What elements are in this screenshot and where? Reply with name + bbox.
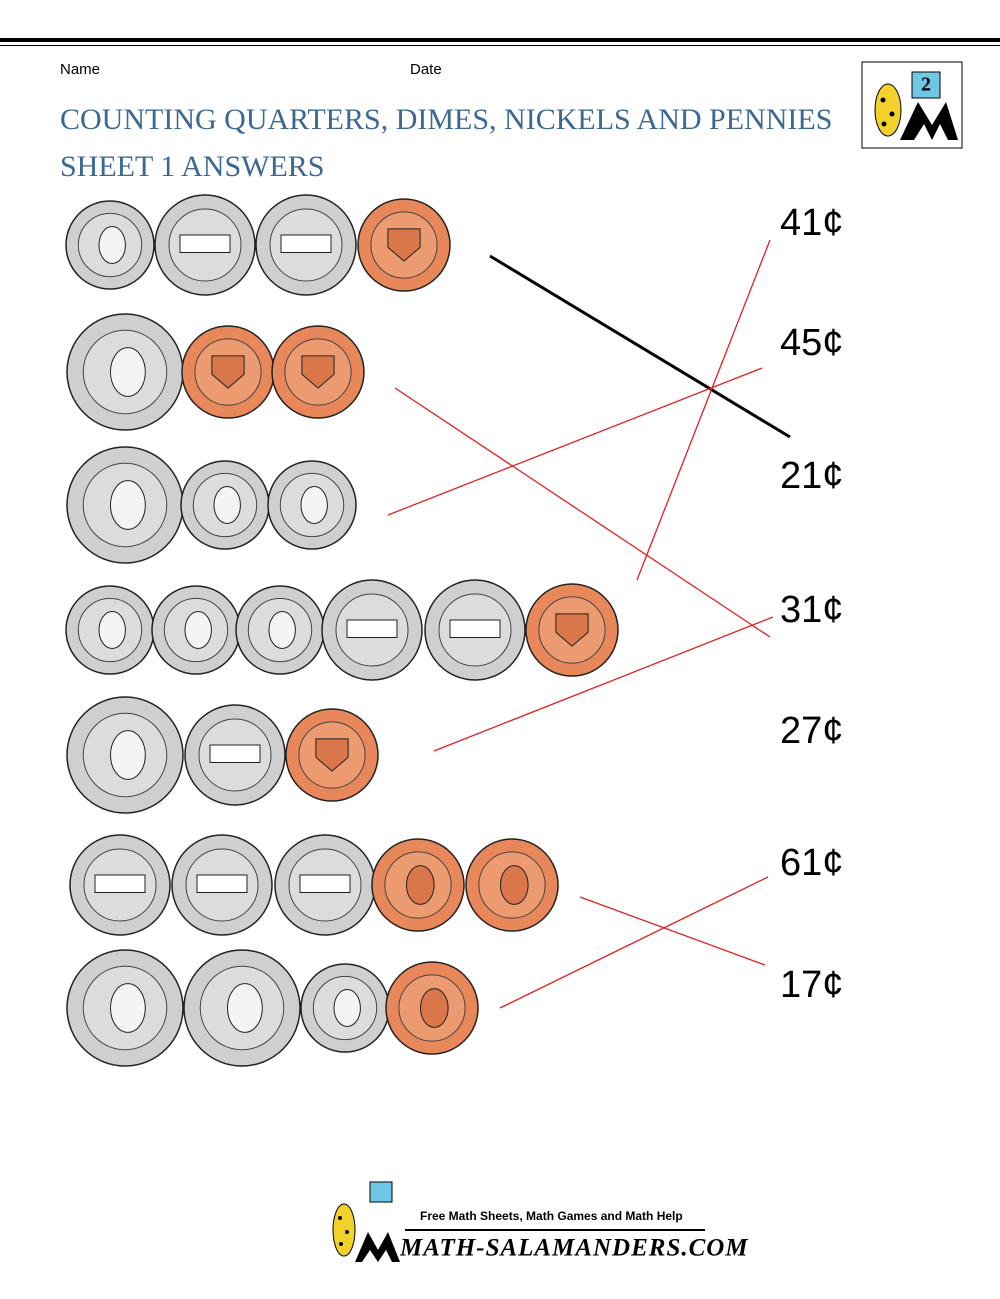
coin [171, 834, 273, 936]
coin [300, 963, 390, 1053]
answers: 41¢ 45¢ 21¢ 31¢ 27¢ 61¢ 17¢ [780, 202, 843, 1006]
coin [271, 325, 365, 419]
logo-grade: 2 [921, 74, 931, 96]
coin [183, 949, 301, 1067]
match-line [387, 367, 763, 516]
coin-building [94, 874, 146, 893]
coin [180, 460, 270, 550]
coin [181, 325, 275, 419]
coin [321, 579, 423, 681]
date-label: Date [410, 61, 442, 78]
coin-portrait [110, 983, 146, 1033]
coin [235, 585, 325, 675]
coin-portrait [227, 983, 263, 1033]
footer-site: MATH-SALAMANDERS.COM [399, 1235, 749, 1262]
coin-portrait [184, 611, 212, 649]
footer-logo: Free Math Sheets, Math Games and Math He… [332, 1181, 749, 1262]
coin-shield [301, 355, 335, 389]
coin-portrait [213, 486, 241, 524]
coin [357, 198, 451, 292]
coin-shield [387, 228, 421, 262]
match-line [433, 616, 774, 752]
top-rule-thin [0, 45, 1000, 46]
answer-lines [387, 239, 791, 1009]
coin-portrait [333, 989, 361, 1027]
coin [66, 313, 184, 431]
top-rule [0, 38, 1000, 42]
coin [255, 194, 357, 296]
name-label: Name [60, 61, 100, 78]
coins [65, 194, 619, 1067]
coin-portrait [98, 611, 126, 649]
coin [154, 194, 256, 296]
match-line [499, 876, 769, 1009]
coin [66, 446, 184, 564]
logo: 2 [861, 61, 963, 149]
coin [66, 949, 184, 1067]
match-line [636, 239, 771, 581]
answer: 21¢ [780, 455, 843, 497]
coin-building [280, 234, 332, 253]
answer: 31¢ [780, 589, 843, 631]
coin [66, 696, 184, 814]
coin-portrait [98, 226, 126, 264]
coin-portrait [500, 865, 529, 905]
coin [151, 585, 241, 675]
answer: 41¢ [780, 202, 843, 244]
coin-building [449, 619, 501, 638]
coin [65, 200, 155, 290]
coin [385, 961, 479, 1055]
coin-portrait [110, 730, 146, 780]
subtitle: SHEET 1 ANSWERS [60, 150, 324, 183]
coin [69, 834, 171, 936]
answer: 27¢ [780, 710, 843, 752]
coin [424, 579, 526, 681]
coin [371, 838, 465, 932]
title: COUNTING QUARTERS, DIMES, NICKELS AND PE… [60, 103, 832, 136]
answer: 61¢ [780, 842, 843, 884]
coin [465, 838, 559, 932]
coin-building [299, 874, 351, 893]
coin [184, 704, 286, 806]
answer: 17¢ [780, 964, 843, 1006]
coin-portrait [300, 486, 328, 524]
coin-building [179, 234, 231, 253]
coin-building [196, 874, 248, 893]
coin-shield [555, 613, 589, 647]
coin-portrait [268, 611, 296, 649]
coin [65, 585, 155, 675]
coin-portrait [110, 480, 146, 530]
coin-building [346, 619, 398, 638]
footer-tagline: Free Math Sheets, Math Games and Math He… [420, 1209, 683, 1223]
match-line [394, 387, 771, 638]
answer: 45¢ [780, 322, 843, 364]
match-line [579, 896, 766, 966]
coin [285, 708, 379, 802]
coin-building [209, 744, 261, 763]
coin [267, 460, 357, 550]
coin-portrait [110, 347, 146, 397]
coin-portrait [406, 865, 435, 905]
coin-shield [211, 355, 245, 389]
coin-portrait [420, 988, 449, 1028]
match-line [489, 254, 791, 439]
coin-shield [315, 738, 349, 772]
coin [525, 583, 619, 677]
coin [274, 834, 376, 936]
